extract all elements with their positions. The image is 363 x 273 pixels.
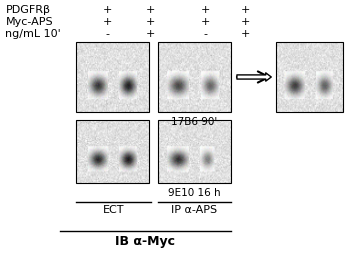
Bar bbox=[276, 42, 343, 112]
Text: +: + bbox=[200, 17, 210, 27]
Text: ECT: ECT bbox=[102, 205, 124, 215]
Text: +: + bbox=[102, 5, 112, 14]
Text: ng/mL 10': ng/mL 10' bbox=[5, 29, 61, 39]
Text: -: - bbox=[203, 29, 207, 39]
Text: Myc-APS: Myc-APS bbox=[5, 17, 53, 27]
Text: +: + bbox=[240, 17, 250, 27]
Bar bbox=[76, 120, 149, 183]
Text: +: + bbox=[240, 29, 250, 39]
Text: +: + bbox=[240, 5, 250, 14]
Text: 9E10 16 h: 9E10 16 h bbox=[168, 188, 220, 198]
Text: -: - bbox=[105, 29, 109, 39]
Bar bbox=[158, 42, 231, 112]
Text: +: + bbox=[146, 29, 155, 39]
Text: 17B6 90': 17B6 90' bbox=[171, 117, 217, 127]
Text: +: + bbox=[146, 5, 155, 14]
Text: PDGFRβ: PDGFRβ bbox=[5, 5, 50, 14]
Bar bbox=[158, 120, 231, 183]
Text: +: + bbox=[146, 17, 155, 27]
Bar bbox=[76, 42, 149, 112]
Text: +: + bbox=[102, 17, 112, 27]
Text: +: + bbox=[200, 5, 210, 14]
Text: IP α-APS: IP α-APS bbox=[171, 205, 217, 215]
Text: IB α-Myc: IB α-Myc bbox=[115, 235, 175, 248]
